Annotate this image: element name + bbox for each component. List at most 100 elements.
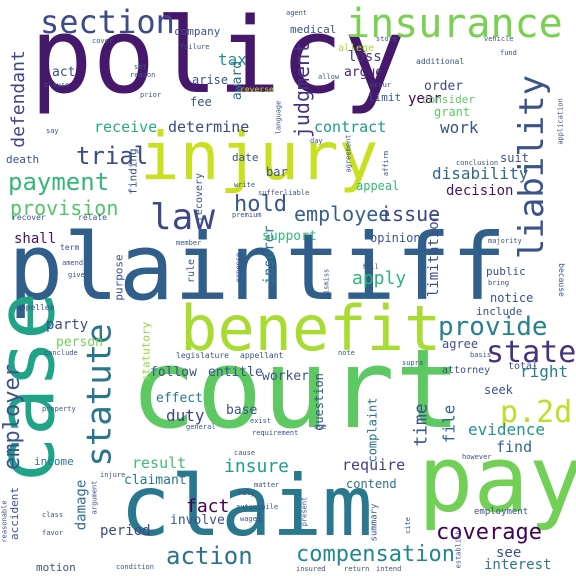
word-appellant: appellant <box>240 351 284 360</box>
word-reason: reason <box>130 71 156 79</box>
word-matter: matter <box>254 481 280 489</box>
word-prior: prior <box>140 91 162 99</box>
word-allow: allow <box>318 73 340 81</box>
word-requirement: requirement <box>252 429 299 437</box>
word-interest: interest <box>484 557 552 573</box>
word-base: base <box>226 403 258 418</box>
word-seek: seek <box>484 383 513 397</box>
word-policy: policy <box>30 0 406 117</box>
word-right: right <box>520 362 569 381</box>
word-decision: decision <box>446 183 514 199</box>
word-include: include <box>476 305 523 318</box>
word-dismiss: dismiss <box>322 268 331 299</box>
word-opinion: opinion <box>370 231 421 245</box>
word-expense: expense <box>234 252 243 283</box>
word-give: give <box>68 271 85 279</box>
word-cover: cover <box>92 37 114 45</box>
word-intend: intend <box>376 565 402 573</box>
word-basis: basis <box>470 351 492 359</box>
word-complaint: complaint <box>365 397 380 463</box>
word-total: total <box>508 361 539 372</box>
word-establish: establish <box>454 530 463 569</box>
word-rely: rely <box>238 489 255 497</box>
word-injure: injure <box>100 471 126 479</box>
word-rule: rule <box>186 258 198 284</box>
word-deny: deny <box>255 507 264 524</box>
word-favor: favor <box>42 529 64 537</box>
word-see: see <box>496 545 522 561</box>
word-employer: employer <box>0 364 25 470</box>
word-affirm: affirm <box>382 150 391 177</box>
word-benefit: benefit <box>180 292 442 365</box>
word-trial: trial <box>76 142 149 170</box>
word-effect: effect <box>156 391 203 406</box>
word-note: note <box>338 349 355 357</box>
word-agree: agree <box>442 337 479 351</box>
word-insure: insure <box>224 456 290 477</box>
word-medical: medical <box>290 23 337 36</box>
word-vehicle: vehicle <box>484 35 514 43</box>
word-summary: summary <box>369 503 380 542</box>
word-entitle: entitle <box>208 365 263 380</box>
word-injury: injury <box>140 118 379 195</box>
word-employee: employee <box>294 202 391 226</box>
word-party: party <box>46 317 89 333</box>
word-cite: cite <box>403 517 412 534</box>
word-insurance: insurance <box>346 1 563 47</box>
word-receive: receive <box>94 118 158 136</box>
word-plaintiff: plaintiff <box>8 214 507 321</box>
word-conclude: conclude <box>44 349 78 357</box>
word-fee: fee <box>190 95 212 109</box>
word-motion: motion <box>36 561 76 574</box>
word-judgment: judgment <box>290 41 315 139</box>
word-support: support <box>262 229 317 244</box>
word-claimant: claimant <box>124 473 187 488</box>
word-occur: occur <box>370 81 392 89</box>
word-wage: wage <box>240 515 257 523</box>
word-award: award <box>230 60 246 101</box>
word-agent: agent <box>286 9 308 17</box>
word-disability: disability <box>432 164 529 183</box>
word-result: result <box>132 454 187 472</box>
word-bring: bring <box>488 279 510 287</box>
word-date: date <box>232 151 259 164</box>
word-suit: suit <box>500 151 529 165</box>
word-recover: recover <box>12 213 46 222</box>
word-day: day <box>310 137 323 145</box>
word-follow: follow <box>150 365 197 380</box>
word-exist: exist <box>250 417 272 425</box>
word-insured: insured <box>296 565 326 573</box>
word-find: find <box>496 438 533 456</box>
word-relate: relate <box>78 213 107 222</box>
word-provide: provide <box>438 312 548 342</box>
word-additional: additional <box>416 57 465 66</box>
word-legislature: legislature <box>176 351 229 360</box>
word-involve: involve <box>170 513 225 528</box>
word-allege: allege <box>338 43 375 54</box>
word-income: income <box>34 455 74 468</box>
word-claim: claim <box>120 457 373 555</box>
word-evidence: evidence <box>468 420 546 439</box>
word-year: year <box>408 91 442 107</box>
word-finding: finding <box>126 148 140 195</box>
word-amend: amend <box>62 259 84 267</box>
word-damage: damage <box>73 479 90 531</box>
word-application: application <box>556 98 565 145</box>
word-property: property <box>42 405 76 413</box>
word-cause: cause <box>234 449 256 457</box>
word-grant: grant <box>434 105 471 119</box>
word-tax: tax <box>218 50 247 69</box>
word-present: present <box>300 496 309 527</box>
word-file: file <box>439 404 459 444</box>
word-appeal: appeal <box>356 179 400 193</box>
word-recovery: recovery <box>194 172 206 222</box>
word-apply: apply <box>352 268 407 289</box>
word-majority: majority <box>488 237 522 245</box>
word-public: public <box>486 265 526 278</box>
word-defendant: defendant <box>7 50 29 148</box>
word-failure: failure <box>180 43 210 51</box>
word-arise: arise <box>192 73 229 87</box>
word-accident: accident <box>7 487 21 540</box>
word-person: person <box>56 335 103 350</box>
word-section: section <box>40 3 175 41</box>
